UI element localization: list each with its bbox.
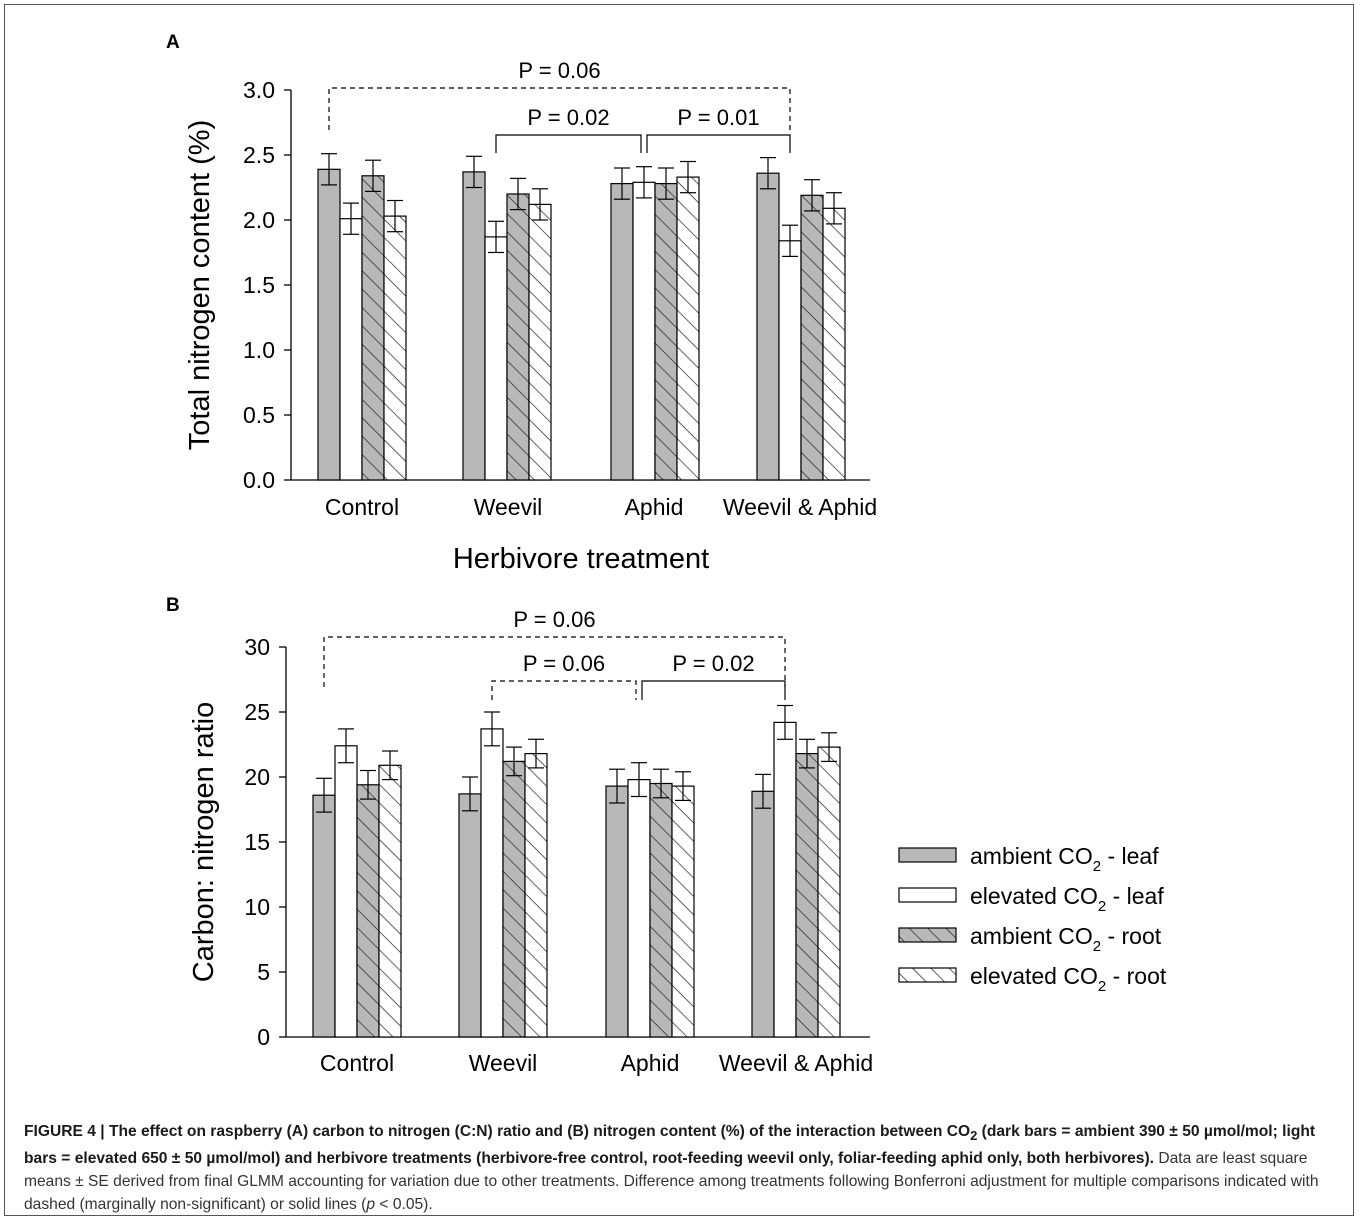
bar	[356, 784, 380, 1038]
bar	[756, 172, 780, 481]
bar	[795, 752, 819, 1038]
bar	[383, 215, 407, 481]
bar	[506, 193, 530, 481]
plot-area-a: 0.0 0.5 1.0 1.5 2.0 2.5 3.0 Control Weevil Aphid W…	[243, 58, 877, 520]
legend-label: ambient CO2 - root	[970, 923, 1162, 955]
bar	[632, 181, 656, 481]
comparison-p-value: P = 0.06	[518, 58, 600, 83]
comparison-p-value: P = 0.02	[527, 105, 609, 130]
bar	[528, 203, 552, 481]
bar	[524, 752, 548, 1038]
bar	[751, 790, 775, 1038]
x-category-label: Weevil & Aphid	[723, 494, 877, 520]
figure-frame	[4, 4, 1354, 1216]
comparison-bracket	[495, 134, 642, 153]
bar	[822, 207, 846, 481]
bar	[378, 764, 402, 1038]
legend: ambient CO2 - leaf elevated CO2 - leaf amb…	[898, 843, 1167, 995]
y-tick-label: 5	[257, 959, 270, 985]
figure-caption: FIGURE 4 | The effect on raspberry (A) c…	[24, 1120, 1336, 1216]
panel-b: B Carbon: nitrogen ratio 0 5 10 15 20 25 30 Con…	[166, 595, 873, 1076]
panel-a: A Total nitrogen content (%) Herbivore t…	[166, 32, 877, 575]
bar	[610, 183, 634, 481]
x-category-label: Aphid	[621, 1050, 680, 1076]
bar	[654, 183, 678, 481]
caption-normal-1: Data are least square means ± SE derived…	[24, 1150, 1319, 1214]
bar	[773, 721, 797, 1038]
y-tick-label: 10	[244, 894, 270, 920]
y-tick-label: 0.5	[243, 402, 275, 428]
plot-area-b: 0 5 10 15 20 25 30 Control Weevil Aphid Weevil & A…	[244, 607, 873, 1076]
y-tick-label: 15	[244, 829, 270, 855]
bar	[484, 236, 508, 481]
caption-bold-sub: 2	[970, 1128, 978, 1144]
y-tick-label: 30	[244, 634, 270, 660]
x-category-label: Control	[325, 494, 399, 520]
comparison-bracket	[646, 134, 791, 153]
caption-bold-1: FIGURE 4 | The effect on raspberry (A) c…	[24, 1123, 971, 1140]
comparison-bracket	[323, 636, 786, 687]
caption-normal-2: < 0.05).	[375, 1196, 433, 1214]
legend-label: elevated CO2 - leaf	[970, 883, 1164, 915]
comparison-p-value: P = 0.02	[672, 651, 754, 676]
caption-bold-2: (dark bars = ambient 390 ± 50 µmol/mol; …	[24, 1123, 1316, 1168]
bar	[361, 175, 385, 481]
bar	[462, 171, 486, 481]
legend-label: ambient CO2 - leaf	[970, 843, 1159, 875]
y-axis-label-b: Carbon: nitrogen ratio	[188, 702, 220, 983]
legend-swatch	[898, 967, 957, 983]
bar	[778, 240, 802, 481]
x-category-label: Control	[320, 1050, 394, 1076]
bar	[817, 746, 841, 1038]
bar	[339, 218, 363, 481]
y-tick-label: 1.5	[243, 272, 275, 298]
bar	[605, 785, 629, 1038]
bar	[671, 785, 695, 1038]
comparison-bracket	[328, 87, 791, 130]
comparison-bracket	[491, 680, 637, 700]
panel-letter-b: B	[166, 595, 180, 616]
legend-label: elevated CO2 - root	[970, 963, 1167, 995]
bar	[627, 778, 651, 1038]
y-tick-label: 25	[244, 699, 270, 725]
bar	[334, 745, 358, 1038]
y-tick-label: 3.0	[243, 77, 275, 103]
bar	[458, 793, 482, 1038]
y-tick-label: 0	[257, 1024, 270, 1050]
y-tick-label: 2.0	[243, 207, 275, 233]
y-tick-label: 20	[244, 764, 270, 790]
comparison-p-value: P = 0.06	[513, 607, 595, 632]
bar	[480, 728, 504, 1038]
x-axis-label-a: Herbivore treatment	[453, 543, 709, 575]
bar	[502, 760, 526, 1038]
legend-swatch	[898, 927, 957, 943]
y-tick-label: 2.5	[243, 142, 275, 168]
bar	[649, 782, 673, 1038]
figure-canvas: A Total nitrogen content (%) Herbivore t…	[166, 32, 1167, 1076]
y-tick-label: 1.0	[243, 337, 275, 363]
legend-swatch	[898, 847, 957, 863]
panel-letter-a: A	[166, 32, 180, 53]
x-category-label: Weevil & Aphid	[719, 1050, 873, 1076]
comparison-p-value: P = 0.06	[523, 651, 605, 676]
legend-swatch	[898, 887, 957, 903]
bar	[317, 168, 341, 481]
comparison-p-value: P = 0.01	[677, 105, 759, 130]
bar	[676, 176, 700, 481]
bar	[312, 794, 336, 1038]
bar	[800, 194, 824, 481]
x-category-label: Weevil	[474, 494, 543, 520]
y-tick-label: 0.0	[243, 467, 275, 493]
comparison-bracket	[641, 680, 786, 700]
y-axis-label-a: Total nitrogen content (%)	[184, 120, 216, 450]
x-category-label: Aphid	[625, 494, 684, 520]
caption-italic-p: p	[366, 1196, 376, 1214]
x-category-label: Weevil	[469, 1050, 538, 1076]
